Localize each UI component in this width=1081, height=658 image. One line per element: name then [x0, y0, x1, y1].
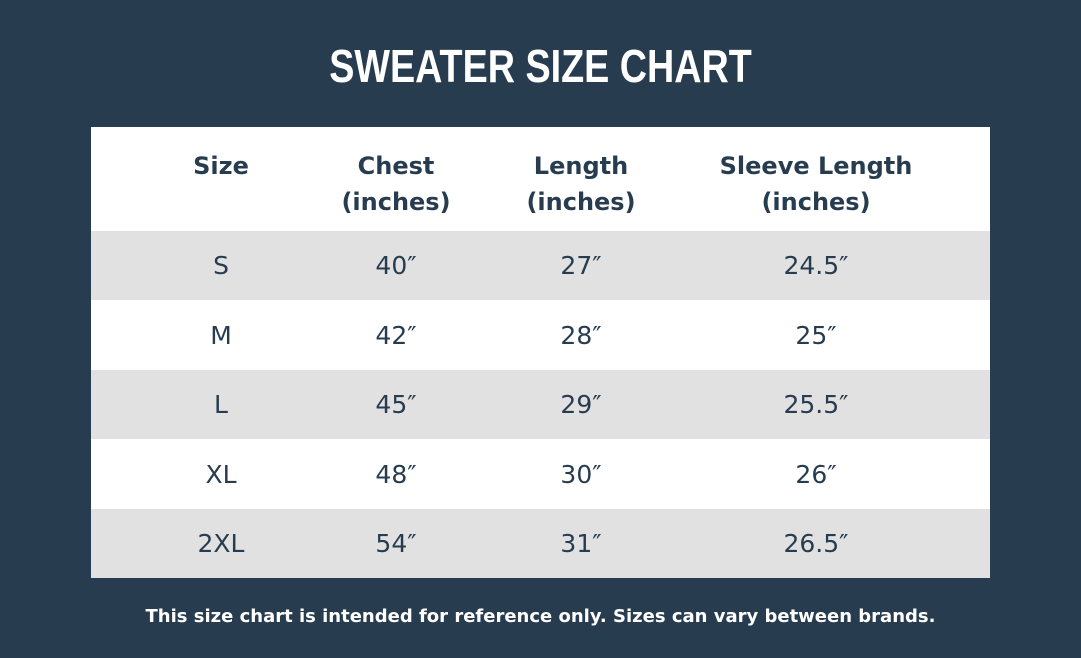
chest-cell: 42″	[375, 320, 417, 350]
size-cell: 2XL	[197, 529, 245, 558]
table-row: 2XL 54″ 31″ 26.5″	[91, 509, 990, 578]
column-header-sleeve-length: Sleeve Length (inches)	[691, 127, 941, 231]
size-table: Size Chest (inches) Length (inches) Slee…	[91, 127, 990, 578]
sleeve-length-cell: 26″	[795, 459, 837, 489]
reference-footnote: This size chart is intended for referenc…	[145, 606, 936, 627]
column-header-length-unit: (inches)	[526, 188, 636, 216]
size-cell: L	[214, 390, 228, 419]
chest-cell: 40″	[375, 251, 417, 280]
column-header-sleeve-length-unit: (inches)	[761, 188, 871, 216]
column-header-size: Size	[171, 127, 271, 231]
chest-cell: 54″	[375, 529, 417, 558]
sleeve-length-cell: 25″	[795, 320, 837, 350]
sleeve-length-cell: 24.5″	[783, 251, 849, 280]
table-row: L 45″ 29″ 25.5″	[91, 370, 990, 439]
length-cell: 28″	[560, 320, 602, 350]
length-cell: 29″	[560, 390, 602, 419]
size-cell: XL	[205, 459, 237, 489]
length-cell: 30″	[560, 459, 602, 489]
chest-cell: 45″	[375, 390, 417, 419]
table-header-row: Size Chest (inches) Length (inches) Slee…	[91, 127, 990, 231]
column-header-chest: Chest (inches)	[331, 127, 461, 231]
table-row: M 42″ 28″ 25″	[91, 300, 990, 370]
sleeve-length-cell: 25.5″	[783, 390, 849, 419]
table-row: S 40″ 27″ 24.5″	[91, 231, 990, 300]
column-header-size-label: Size	[193, 152, 249, 180]
size-cell: S	[213, 251, 229, 280]
table-row: XL 48″ 30″ 26″	[91, 439, 990, 509]
chart-title: SWEATER SIZE CHART	[329, 40, 752, 92]
column-header-sleeve-length-label: Sleeve Length	[719, 152, 913, 180]
column-header-length-label: Length	[533, 152, 629, 180]
chest-cell: 48″	[375, 459, 417, 489]
column-header-length: Length (inches)	[516, 127, 646, 231]
sleeve-length-cell: 26.5″	[783, 529, 849, 558]
size-cell: M	[210, 320, 232, 350]
length-cell: 31″	[560, 529, 602, 558]
column-header-chest-label: Chest	[357, 152, 435, 180]
length-cell: 27″	[560, 251, 602, 280]
column-header-chest-unit: (inches)	[341, 188, 451, 216]
